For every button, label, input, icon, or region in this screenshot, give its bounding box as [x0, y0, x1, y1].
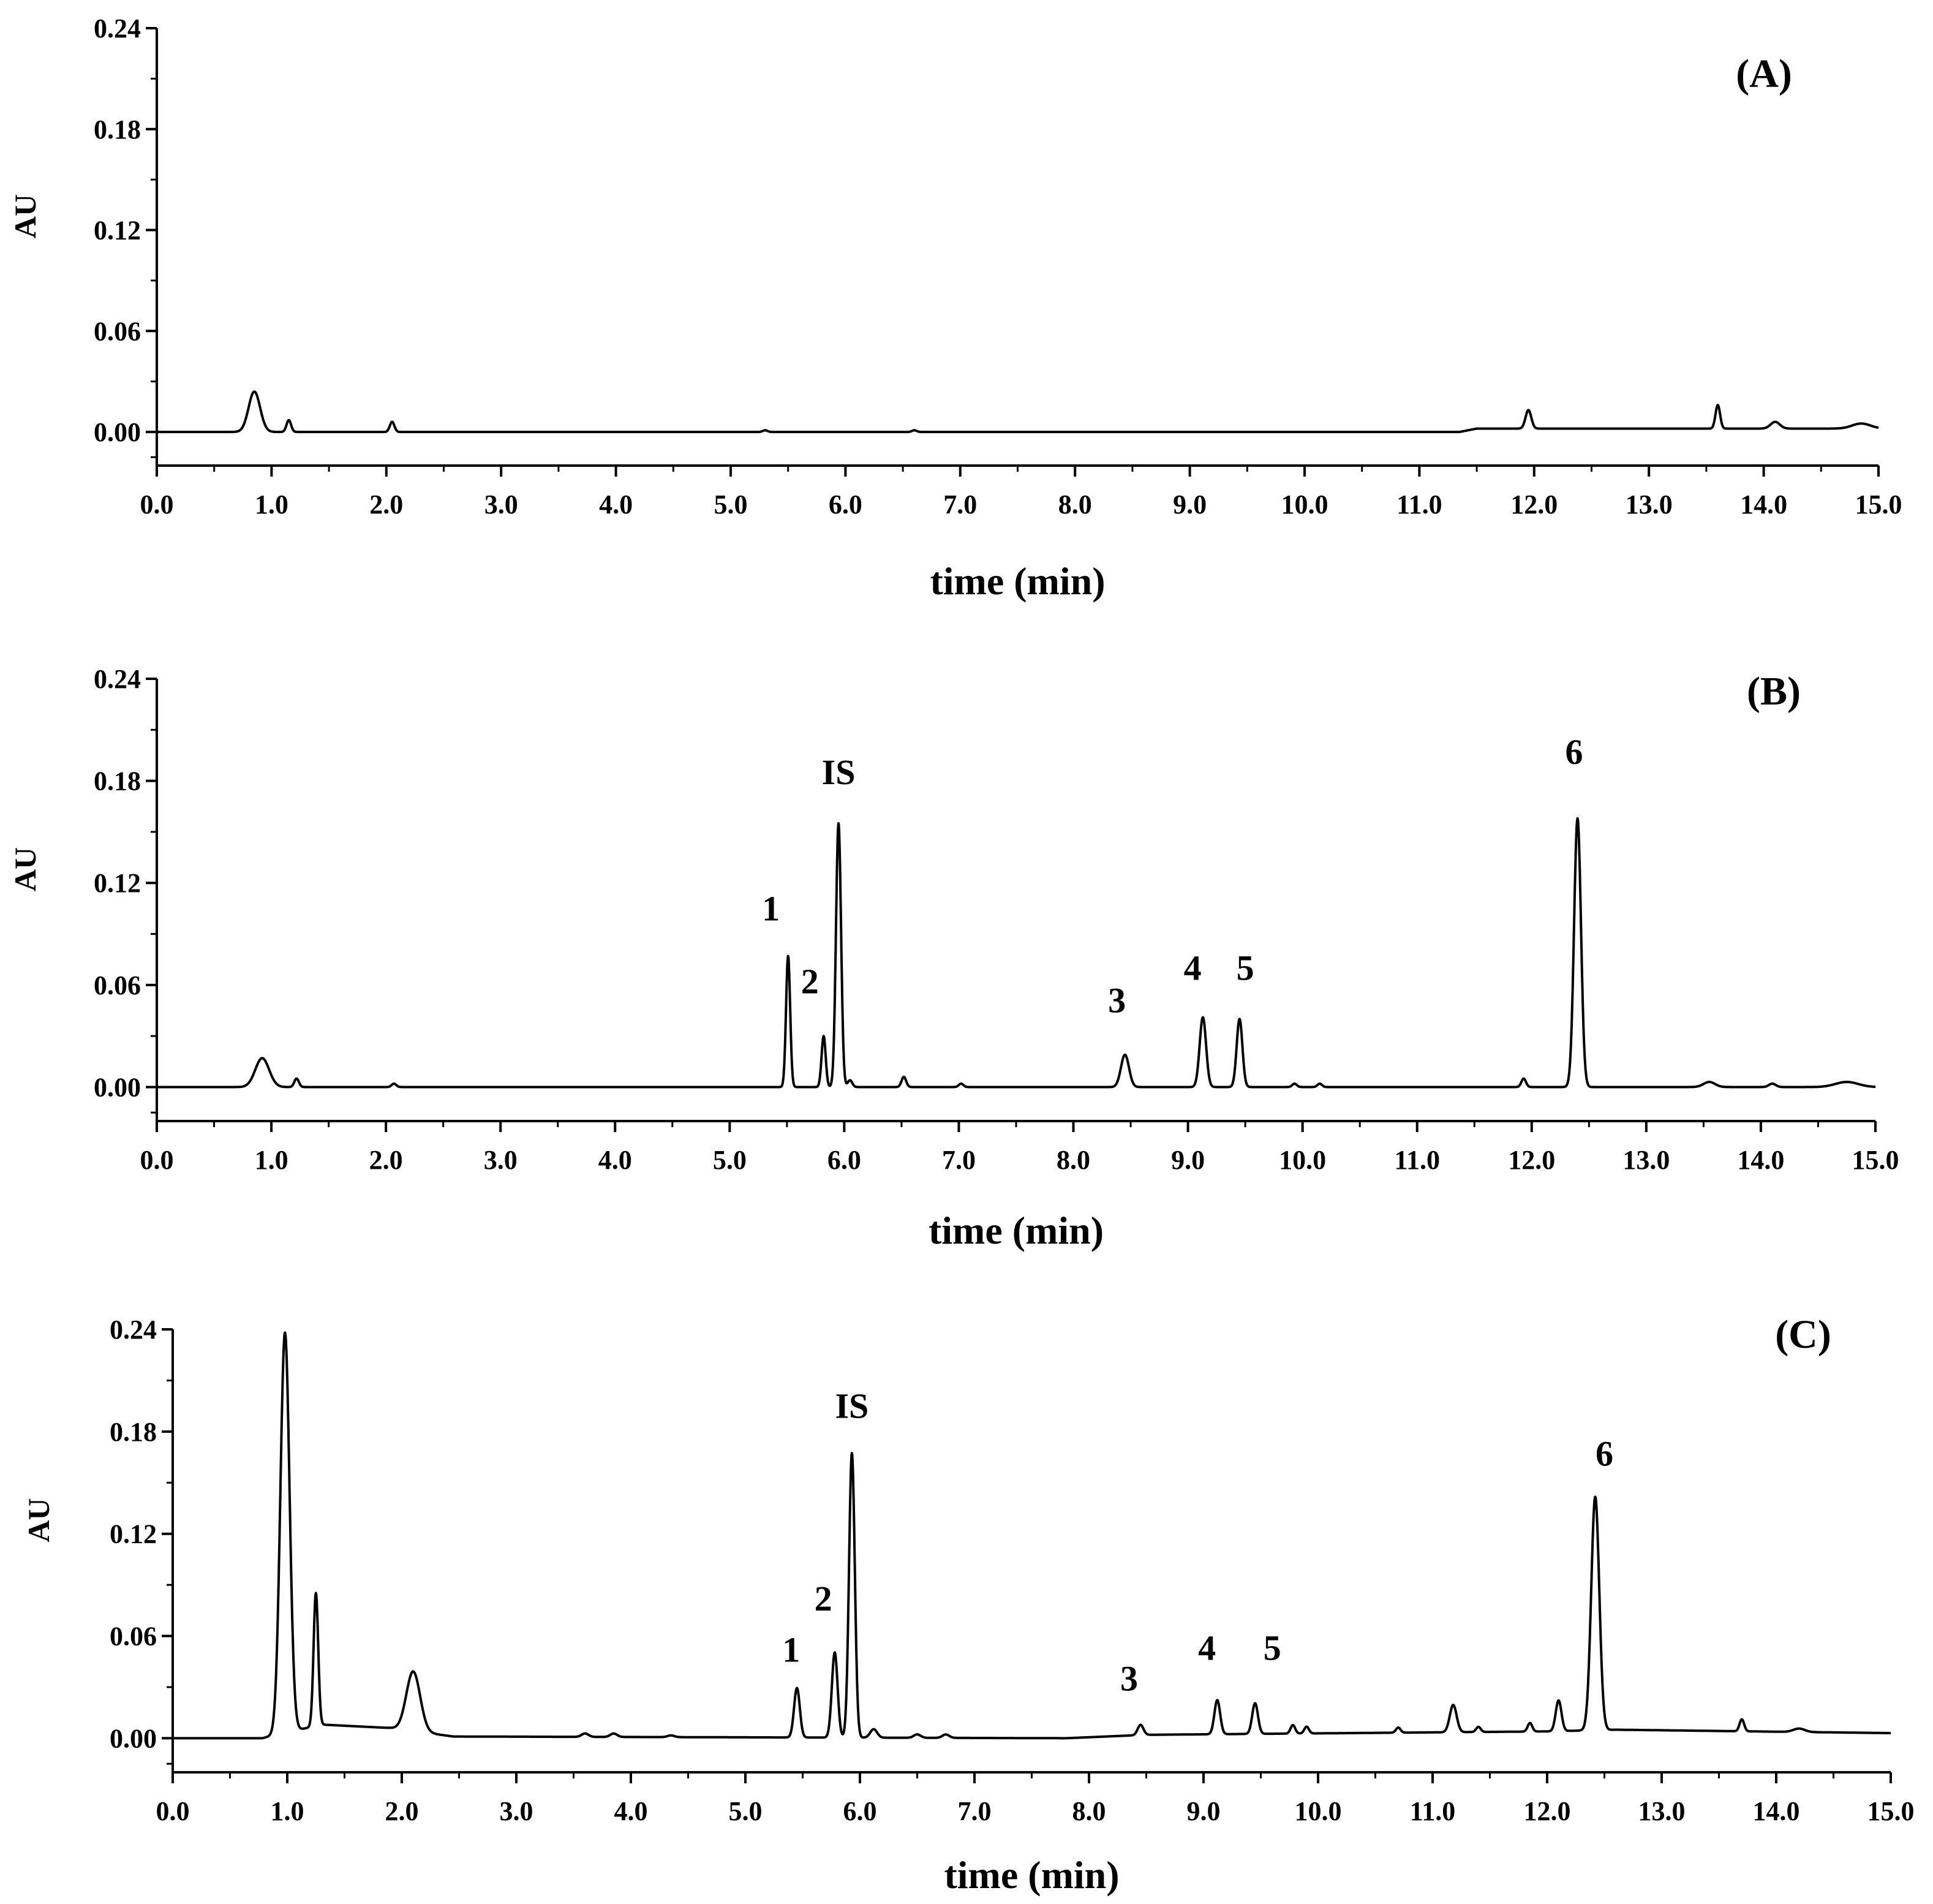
peak-label: 4 — [1198, 1628, 1216, 1668]
x-tick-label: 12.0 — [1524, 1796, 1571, 1826]
chromatogram-trace — [156, 817, 1877, 1089]
x-tick-label: 12.0 — [1510, 489, 1558, 519]
x-tick-label: 7.0 — [943, 489, 977, 519]
x-tick-label: 1.0 — [255, 489, 288, 519]
x-tick-label: 14.0 — [1740, 489, 1787, 519]
panel-label: (B) — [1747, 669, 1801, 714]
x-tick-label: 0.0 — [156, 1796, 190, 1826]
chart-panel-a: 0.00 0.06 0.12 0.18 0.24 0.0 1.0 2.0 3.0 4.0 5.0 6.… — [8, 13, 1902, 603]
x-tick-label: 9.0 — [1187, 1796, 1221, 1826]
y-axis-title: AU — [8, 847, 42, 891]
x-axis-title: time (min) — [944, 1853, 1119, 1897]
x-tick-label: 4.0 — [599, 489, 633, 519]
y-tick-label: 0.00 — [94, 1072, 141, 1102]
panel-label: (A) — [1736, 51, 1792, 96]
y-tick-label: 0.06 — [110, 1622, 157, 1652]
x-tick-label: 11.0 — [1396, 489, 1442, 519]
chromatogram-trace — [156, 390, 1880, 434]
y-tick-label: 0.06 — [94, 970, 141, 1000]
x-tick-label: 6.0 — [843, 1796, 877, 1826]
x-tick-label: 6.0 — [827, 1145, 861, 1175]
x-tick-label: 4.0 — [598, 1145, 632, 1175]
x-tick-label: 5.0 — [713, 1145, 747, 1175]
y-tick-label: 0.18 — [110, 1417, 157, 1447]
x-tick-label: 5.0 — [714, 489, 748, 519]
peak-label: 3 — [1108, 980, 1126, 1020]
x-tick-label: 2.0 — [385, 1796, 419, 1826]
x-tick-label: 0.0 — [140, 1145, 174, 1175]
x-tick-label: 0.0 — [140, 489, 174, 519]
peak-label: 1 — [762, 888, 780, 928]
x-tick-label: 10.0 — [1295, 1796, 1342, 1826]
x-tick-label: 1.0 — [255, 1145, 288, 1175]
x-tick-label: 14.0 — [1737, 1145, 1784, 1175]
y-tick-label: 0.18 — [94, 115, 141, 145]
x-tick-label: 11.0 — [1394, 1145, 1440, 1175]
x-tick-label: 2.0 — [369, 489, 403, 519]
chart-panel-c: 0.00 0.06 0.12 0.18 0.24 0.0 1.0 2.0 3.0 4.0 5.0 6.… — [21, 1312, 1915, 1897]
peak-label: IS — [822, 752, 856, 792]
x-tick-label: 3.0 — [484, 1145, 518, 1175]
x-tick-label: 6.0 — [829, 489, 862, 519]
peak-label: 5 — [1237, 948, 1254, 988]
x-tick-label: 4.0 — [614, 1796, 648, 1826]
x-tick-label: 5.0 — [729, 1796, 763, 1826]
x-tick-label: 14.0 — [1753, 1796, 1800, 1826]
y-tick-label: 0.24 — [94, 664, 141, 694]
y-tick-label: 0.12 — [94, 216, 141, 246]
y-tick-label: 0.00 — [94, 417, 141, 447]
panel-label: (C) — [1775, 1312, 1831, 1357]
x-tick-label: 9.0 — [1171, 1145, 1205, 1175]
chromatogram-trace — [171, 1331, 1892, 1740]
x-tick-label: 9.0 — [1173, 489, 1207, 519]
y-tick-label: 0.24 — [94, 13, 141, 43]
x-tick-label: 12.0 — [1508, 1145, 1555, 1175]
peak-label: 3 — [1120, 1659, 1138, 1699]
y-axis-title: AU — [21, 1498, 56, 1542]
peak-label: 6 — [1596, 1434, 1613, 1473]
y-tick-label: 0.12 — [110, 1519, 157, 1549]
x-tick-label: 10.0 — [1281, 489, 1328, 519]
x-axis-title: time (min) — [930, 559, 1105, 603]
y-axis-title: AU — [8, 194, 42, 238]
x-tick-label: 7.0 — [942, 1145, 976, 1175]
y-tick-label: 0.12 — [94, 868, 141, 898]
x-tick-label: 7.0 — [958, 1796, 992, 1826]
x-tick-label: 8.0 — [1057, 1145, 1090, 1175]
y-tick-label: 0.18 — [94, 766, 141, 796]
chart-panel-b: 0.00 0.06 0.12 0.18 0.24 0.0 1.0 2.0 3.0 4.0 5.0 6.… — [8, 664, 1899, 1252]
x-axis-title: time (min) — [929, 1209, 1104, 1252]
peak-label: 2 — [801, 962, 819, 1002]
x-tick-label: 13.0 — [1622, 1145, 1670, 1175]
x-tick-label: 13.0 — [1626, 489, 1673, 519]
x-tick-label: 8.0 — [1072, 1796, 1106, 1826]
x-tick-label: 3.0 — [500, 1796, 533, 1826]
peak-label: 4 — [1184, 948, 1202, 988]
x-tick-label: 8.0 — [1058, 489, 1092, 519]
peak-label: 1 — [782, 1630, 800, 1669]
peak-label: IS — [835, 1386, 869, 1426]
x-tick-label: 1.0 — [271, 1796, 304, 1826]
x-tick-label: 11.0 — [1410, 1796, 1456, 1826]
x-tick-label: 13.0 — [1638, 1796, 1686, 1826]
x-tick-label: 15.0 — [1867, 1796, 1915, 1826]
x-tick-label: 15.0 — [1852, 1145, 1899, 1175]
x-tick-label: 10.0 — [1279, 1145, 1326, 1175]
peak-label: 2 — [815, 1579, 832, 1619]
peak-label: 5 — [1264, 1628, 1281, 1668]
x-tick-label: 15.0 — [1855, 489, 1902, 519]
y-tick-label: 0.24 — [110, 1315, 157, 1345]
y-tick-label: 0.06 — [94, 316, 141, 346]
x-tick-label: 2.0 — [369, 1145, 403, 1175]
y-tick-label: 0.00 — [110, 1723, 157, 1753]
peak-label: 6 — [1566, 732, 1583, 772]
x-tick-label: 3.0 — [484, 489, 518, 519]
